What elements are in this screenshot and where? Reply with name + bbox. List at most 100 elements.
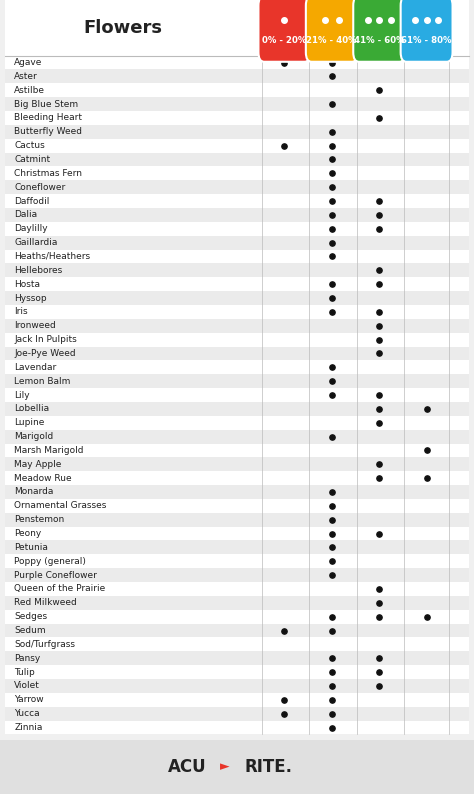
FancyBboxPatch shape <box>306 0 358 62</box>
Text: Ironweed: Ironweed <box>14 322 56 330</box>
Text: Marsh Marigold: Marsh Marigold <box>14 446 84 455</box>
Text: Cactus: Cactus <box>14 141 45 150</box>
Text: Flowers: Flowers <box>84 19 163 37</box>
Text: Catmint: Catmint <box>14 155 50 164</box>
FancyBboxPatch shape <box>5 291 469 305</box>
FancyBboxPatch shape <box>5 569 469 582</box>
FancyBboxPatch shape <box>5 457 469 471</box>
FancyBboxPatch shape <box>5 444 469 457</box>
FancyBboxPatch shape <box>5 180 469 194</box>
FancyBboxPatch shape <box>5 208 469 222</box>
FancyBboxPatch shape <box>5 305 469 319</box>
Text: Aster: Aster <box>14 72 38 81</box>
Text: Lavendar: Lavendar <box>14 363 56 372</box>
Text: Coneflower: Coneflower <box>14 183 65 191</box>
Text: Violet: Violet <box>14 681 40 691</box>
FancyBboxPatch shape <box>401 0 453 62</box>
FancyBboxPatch shape <box>5 360 469 374</box>
Text: Daffodil: Daffodil <box>14 197 50 206</box>
FancyBboxPatch shape <box>5 693 469 707</box>
FancyBboxPatch shape <box>5 513 469 526</box>
Text: 21% - 40%: 21% - 40% <box>307 36 357 44</box>
Text: Sedges: Sedges <box>14 612 47 621</box>
Text: Petunia: Petunia <box>14 543 48 552</box>
Text: Iris: Iris <box>14 307 28 316</box>
Text: Hosta: Hosta <box>14 279 40 289</box>
FancyBboxPatch shape <box>5 388 469 402</box>
Text: Jack In Pulpits: Jack In Pulpits <box>14 335 77 344</box>
Text: May Apple: May Apple <box>14 460 62 468</box>
Text: Sod/Turfgrass: Sod/Turfgrass <box>14 640 75 649</box>
Text: Heaths/Heathers: Heaths/Heathers <box>14 252 91 261</box>
FancyBboxPatch shape <box>5 111 469 125</box>
FancyBboxPatch shape <box>5 0 469 56</box>
FancyBboxPatch shape <box>5 471 469 485</box>
FancyBboxPatch shape <box>5 277 469 291</box>
Text: Hellebores: Hellebores <box>14 266 63 275</box>
Text: Yucca: Yucca <box>14 709 40 718</box>
Text: Tulip: Tulip <box>14 668 35 676</box>
FancyBboxPatch shape <box>5 651 469 665</box>
FancyBboxPatch shape <box>5 541 469 554</box>
FancyBboxPatch shape <box>5 152 469 167</box>
FancyBboxPatch shape <box>5 430 469 444</box>
FancyBboxPatch shape <box>5 139 469 152</box>
FancyBboxPatch shape <box>5 56 469 69</box>
Text: Astilbe: Astilbe <box>14 86 45 94</box>
FancyBboxPatch shape <box>5 596 469 610</box>
Text: Purple Coneflower: Purple Coneflower <box>14 571 97 580</box>
Text: Agave: Agave <box>14 58 43 67</box>
FancyBboxPatch shape <box>5 679 469 693</box>
FancyBboxPatch shape <box>5 194 469 208</box>
FancyBboxPatch shape <box>5 333 469 346</box>
FancyBboxPatch shape <box>5 222 469 236</box>
Text: Sedum: Sedum <box>14 626 46 635</box>
Text: Gaillardia: Gaillardia <box>14 238 58 247</box>
FancyBboxPatch shape <box>5 346 469 360</box>
Text: Queen of the Prairie: Queen of the Prairie <box>14 584 106 593</box>
Text: 61% - 80%: 61% - 80% <box>401 36 452 44</box>
Text: 0% - 20%: 0% - 20% <box>262 36 307 44</box>
Text: ACU: ACU <box>168 758 206 776</box>
FancyBboxPatch shape <box>5 97 469 111</box>
Text: 41% - 60%: 41% - 60% <box>354 36 404 44</box>
FancyBboxPatch shape <box>5 125 469 139</box>
FancyBboxPatch shape <box>5 707 469 721</box>
FancyBboxPatch shape <box>5 526 469 541</box>
FancyBboxPatch shape <box>5 402 469 416</box>
FancyBboxPatch shape <box>5 416 469 430</box>
FancyBboxPatch shape <box>5 499 469 513</box>
Text: Christmas Fern: Christmas Fern <box>14 169 82 178</box>
Text: Yarrow: Yarrow <box>14 696 44 704</box>
Text: Peony: Peony <box>14 529 41 538</box>
Text: Pansy: Pansy <box>14 653 40 663</box>
FancyBboxPatch shape <box>5 319 469 333</box>
FancyBboxPatch shape <box>5 167 469 180</box>
Text: Red Milkweed: Red Milkweed <box>14 599 77 607</box>
FancyBboxPatch shape <box>5 236 469 249</box>
FancyBboxPatch shape <box>5 721 469 734</box>
Text: Hyssop: Hyssop <box>14 294 47 303</box>
Text: Zinnia: Zinnia <box>14 723 43 732</box>
Text: Butterfly Weed: Butterfly Weed <box>14 127 82 137</box>
FancyBboxPatch shape <box>5 623 469 638</box>
Text: Lupine: Lupine <box>14 418 45 427</box>
FancyBboxPatch shape <box>353 0 405 62</box>
Text: Big Blue Stem: Big Blue Stem <box>14 99 78 109</box>
Text: Marigold: Marigold <box>14 432 54 441</box>
Text: Lily: Lily <box>14 391 30 399</box>
Text: Lemon Balm: Lemon Balm <box>14 376 71 386</box>
Text: Joe-Pye Weed: Joe-Pye Weed <box>14 349 76 358</box>
FancyBboxPatch shape <box>258 0 310 62</box>
FancyBboxPatch shape <box>5 665 469 679</box>
Text: Poppy (general): Poppy (general) <box>14 557 86 566</box>
FancyBboxPatch shape <box>5 582 469 596</box>
Text: RITE.: RITE. <box>244 758 292 776</box>
FancyBboxPatch shape <box>5 638 469 651</box>
Text: Daylilly: Daylilly <box>14 224 48 233</box>
FancyBboxPatch shape <box>5 83 469 97</box>
FancyBboxPatch shape <box>5 374 469 388</box>
Text: Monarda: Monarda <box>14 488 54 496</box>
FancyBboxPatch shape <box>0 740 474 794</box>
Text: Meadow Rue: Meadow Rue <box>14 474 72 483</box>
